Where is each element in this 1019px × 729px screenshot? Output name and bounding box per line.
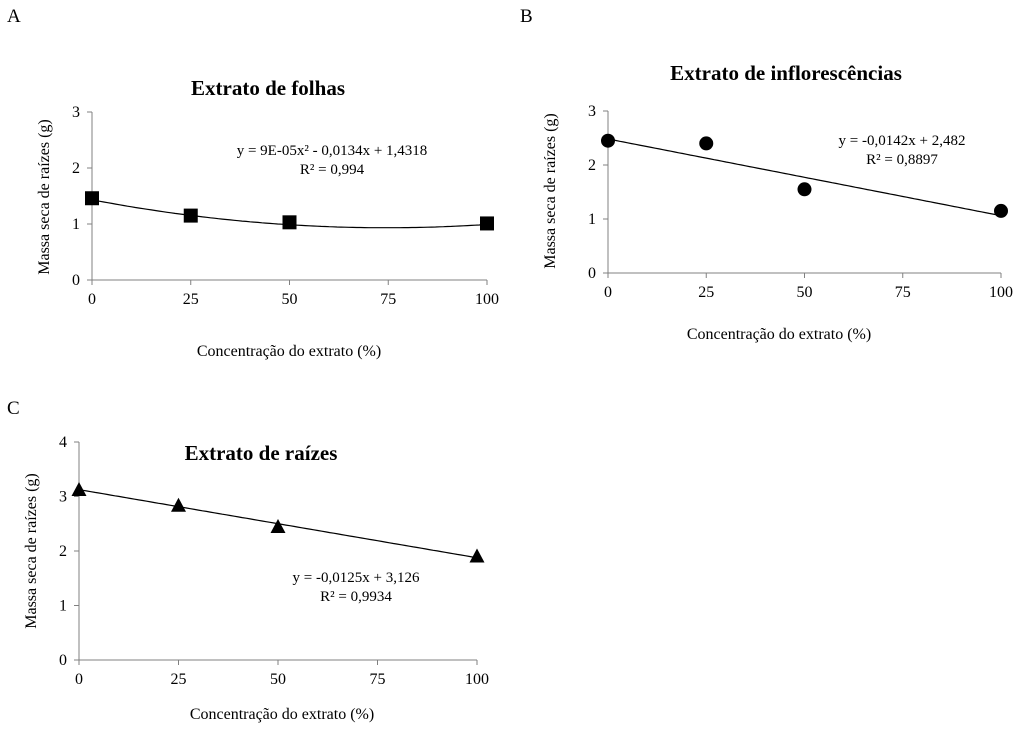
y-tick-label-c: 1 <box>59 598 67 615</box>
y-tick-label-a: 3 <box>72 104 80 121</box>
x-tick-label-c: 0 <box>75 671 83 688</box>
equation-c: y = -0,0125x + 3,126 R² = 0,9934 <box>293 569 420 607</box>
chart-title-c: Extrato de raízes <box>184 441 338 465</box>
data-point-b <box>601 133 615 148</box>
x-tick-label-b: 75 <box>895 284 911 301</box>
chart-title-b: Extrato de inflorescências <box>670 61 902 85</box>
equation-text-a: y = 9E-05x² - 0,0134x + 1,4318 <box>236 143 428 159</box>
y-tick-label-b: 0 <box>588 265 596 282</box>
y-tick-label-c: 0 <box>59 652 67 669</box>
equation-text-c: y = -0,0125x + 3,126 <box>292 570 420 586</box>
x-tick-label-c: 75 <box>370 671 386 688</box>
data-point-c <box>270 519 286 534</box>
y-tick-label-c: 2 <box>59 543 67 560</box>
y-tick-label-a: 1 <box>72 216 80 233</box>
r2-text-c: R² = 0,9934 <box>320 589 392 605</box>
data-point-b <box>797 182 812 197</box>
equation-text-b: y = -0,0142x + 2,482 <box>838 133 966 149</box>
data-point-a <box>183 208 198 223</box>
x-tick-label-b: 50 <box>797 284 813 301</box>
x-tick-label-c: 100 <box>465 671 489 688</box>
data-point-c <box>171 497 186 512</box>
x-tick-label-b: 100 <box>989 284 1013 301</box>
chart-title-a: Extrato de folhas <box>191 76 345 100</box>
y-tick-label-b: 2 <box>588 157 596 174</box>
x-axis-label-c: Concentração do extrato (%) <box>189 706 375 723</box>
y-tick-label-a: 2 <box>72 160 80 177</box>
x-axis-label-b: Concentração do extrato (%) <box>686 326 872 343</box>
panel-letter-b: B <box>520 6 533 27</box>
equation-a: y = 9E-05x² - 0,0134x + 1,4318 R² = 0,99… <box>237 142 428 180</box>
data-point-c <box>71 481 87 496</box>
y-tick-label-b: 3 <box>588 103 596 120</box>
trendline-b <box>607 138 1002 217</box>
x-tick-label-c: 25 <box>171 671 187 688</box>
x-tick-label-a: 0 <box>88 291 96 308</box>
y-tick-label-c: 4 <box>59 434 67 451</box>
data-point-c <box>469 548 485 563</box>
data-point-a <box>480 216 494 231</box>
r2-text-b: R² = 0,8897 <box>866 152 938 168</box>
x-tick-label-a: 100 <box>475 291 499 308</box>
data-point-a <box>85 191 99 206</box>
x-axis-label-a: Concentração do extrato (%) <box>196 343 382 360</box>
data-point-b <box>699 136 714 151</box>
y-tick-label-a: 0 <box>72 272 80 289</box>
x-tick-label-b: 0 <box>604 284 612 301</box>
x-tick-label-c: 50 <box>270 671 286 688</box>
y-tick-label-c: 3 <box>59 489 67 506</box>
equation-b: y = -0,0142x + 2,482 R² = 0,8897 <box>839 132 966 170</box>
panel-letter-a: A <box>7 6 21 27</box>
x-tick-label-a: 50 <box>282 291 298 308</box>
x-tick-label-b: 25 <box>698 284 714 301</box>
x-tick-label-a: 25 <box>183 291 199 308</box>
y-tick-label-b: 1 <box>588 211 596 228</box>
data-point-b <box>994 203 1008 218</box>
r2-text-a: R² = 0,994 <box>299 162 365 178</box>
panel-letter-c: C <box>7 398 20 419</box>
data-point-a <box>282 215 297 230</box>
x-tick-label-a: 75 <box>380 291 396 308</box>
